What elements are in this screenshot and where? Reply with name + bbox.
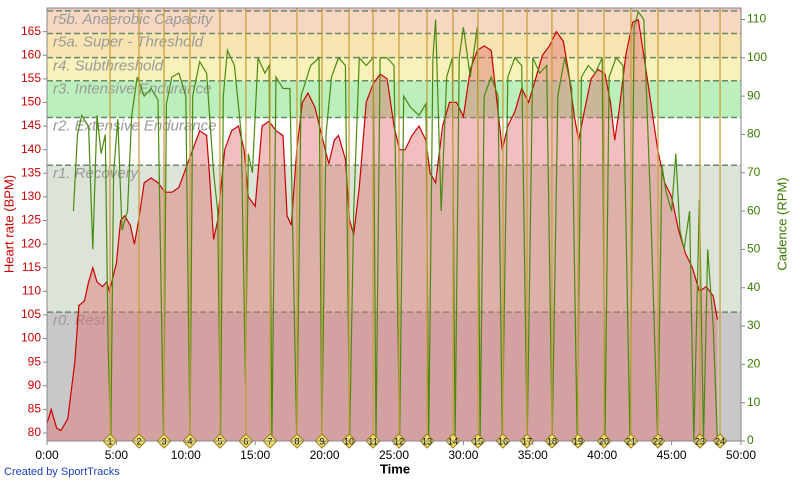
x-tick-label: 40:00 (587, 448, 617, 462)
x-tick-label: 45:00 (657, 448, 687, 462)
y-tick-label: 100 (21, 331, 41, 345)
x-tick-label: 15:00 (240, 448, 270, 462)
y2-tick-label: 70 (747, 165, 761, 179)
y-axis-label: Heart rate (BPM) (1, 175, 16, 273)
y-tick-label: 155 (21, 71, 41, 85)
y2-tick-label: 30 (747, 318, 761, 332)
x-tick-label: 30:00 (448, 448, 478, 462)
y-tick-label: 115 (22, 260, 41, 274)
y2-tick-label: 60 (747, 203, 761, 217)
y-tick-label: 85 (28, 402, 42, 416)
zone-label: r2. Extensive Endurance (53, 118, 216, 135)
series (46, 10, 718, 442)
zone-label: r4. Subthreshold (53, 58, 164, 75)
zone-band (47, 33, 741, 58)
y-tick-label: 110 (22, 283, 41, 297)
x-axis-label: Time (380, 461, 410, 476)
y2-tick-label: 110 (747, 12, 766, 26)
y2-tick-label: 100 (747, 50, 767, 64)
y2-tick-label: 10 (747, 395, 761, 409)
footer: Created by SportTracks (4, 466, 120, 478)
cadence-line (72, 10, 718, 442)
x-tick-label: 0:00 (35, 448, 59, 462)
y2-tick-label: 90 (747, 88, 761, 102)
zone-label: r0. Rest (53, 312, 106, 329)
y-tick-label: 165 (21, 24, 41, 38)
y-tick-label: 145 (21, 118, 41, 132)
zone-label: r3. Intensive Endurance (53, 81, 211, 98)
hr-area (47, 19, 718, 442)
x-tick-label: 5:00 (105, 448, 129, 462)
y-tick-label: 120 (21, 236, 41, 250)
x-tick-label: 25:00 (379, 448, 409, 462)
zone-label: r5a. Super - Threshold (53, 33, 204, 50)
y-tick-label: 150 (21, 95, 41, 109)
y-tick-label: 130 (21, 189, 41, 203)
axes: 8085909510010511011512012513013514014515… (21, 12, 767, 463)
y-tick-label: 90 (28, 378, 42, 392)
zone-band (47, 8, 741, 11)
x-tick-label: 20:00 (310, 448, 340, 462)
y-tick-label: 140 (21, 142, 41, 156)
hr-line (46, 18, 718, 432)
y-tick-label: 160 (21, 47, 41, 61)
y2-tick-label: 40 (747, 280, 761, 294)
y-tick-label: 95 (28, 354, 42, 368)
x-tick-label: 10:00 (171, 448, 201, 462)
zone-label: r5b. Anaerobic Capacity (53, 11, 214, 28)
zone-label: r1. Recovery (53, 165, 140, 182)
y-tick-label: 125 (21, 213, 41, 227)
y2-tick-label: 50 (747, 242, 761, 256)
y-tick-label: 105 (21, 307, 41, 321)
x-tick-label: 35:00 (518, 448, 548, 462)
y-tick-label: 80 (28, 425, 42, 439)
y2-tick-label: 20 (747, 357, 761, 371)
y2-tick-label: 0 (747, 433, 754, 447)
y2-tick-label: 80 (747, 127, 761, 141)
x-tick-label: 50:00 (726, 448, 756, 462)
y-tick-label: 135 (21, 165, 41, 179)
y2-axis-label: Cadence (RPM) (774, 177, 789, 270)
